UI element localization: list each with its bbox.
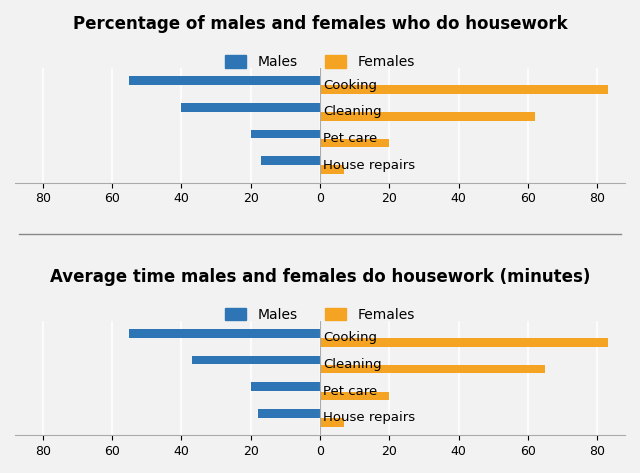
Text: Pet care: Pet care: [323, 132, 378, 145]
Bar: [320, 392, 389, 400]
Bar: [181, 103, 320, 112]
Text: Cleaning: Cleaning: [323, 105, 382, 118]
Bar: [320, 139, 389, 147]
Text: Pet care: Pet care: [323, 385, 378, 398]
Legend: Males, Females: Males, Females: [220, 302, 420, 327]
Bar: [192, 356, 320, 364]
Text: Cleaning: Cleaning: [323, 358, 382, 371]
Bar: [320, 112, 535, 121]
Bar: [129, 329, 320, 338]
Legend: Males, Females: Males, Females: [220, 50, 420, 75]
Text: House repairs: House repairs: [323, 159, 415, 172]
Text: Cooking: Cooking: [323, 332, 378, 344]
Bar: [320, 166, 344, 174]
Bar: [251, 130, 320, 138]
Bar: [320, 418, 344, 427]
Text: Cooking: Cooking: [323, 79, 378, 92]
Bar: [320, 365, 545, 373]
Bar: [258, 409, 320, 418]
Title: Average time males and females do housework (minutes): Average time males and females do housew…: [50, 268, 590, 286]
Title: Percentage of males and females who do housework: Percentage of males and females who do h…: [73, 15, 567, 33]
Bar: [129, 77, 320, 85]
Bar: [251, 383, 320, 391]
Text: House repairs: House repairs: [323, 412, 415, 424]
Bar: [261, 157, 320, 165]
Bar: [320, 338, 607, 347]
Bar: [320, 86, 607, 94]
